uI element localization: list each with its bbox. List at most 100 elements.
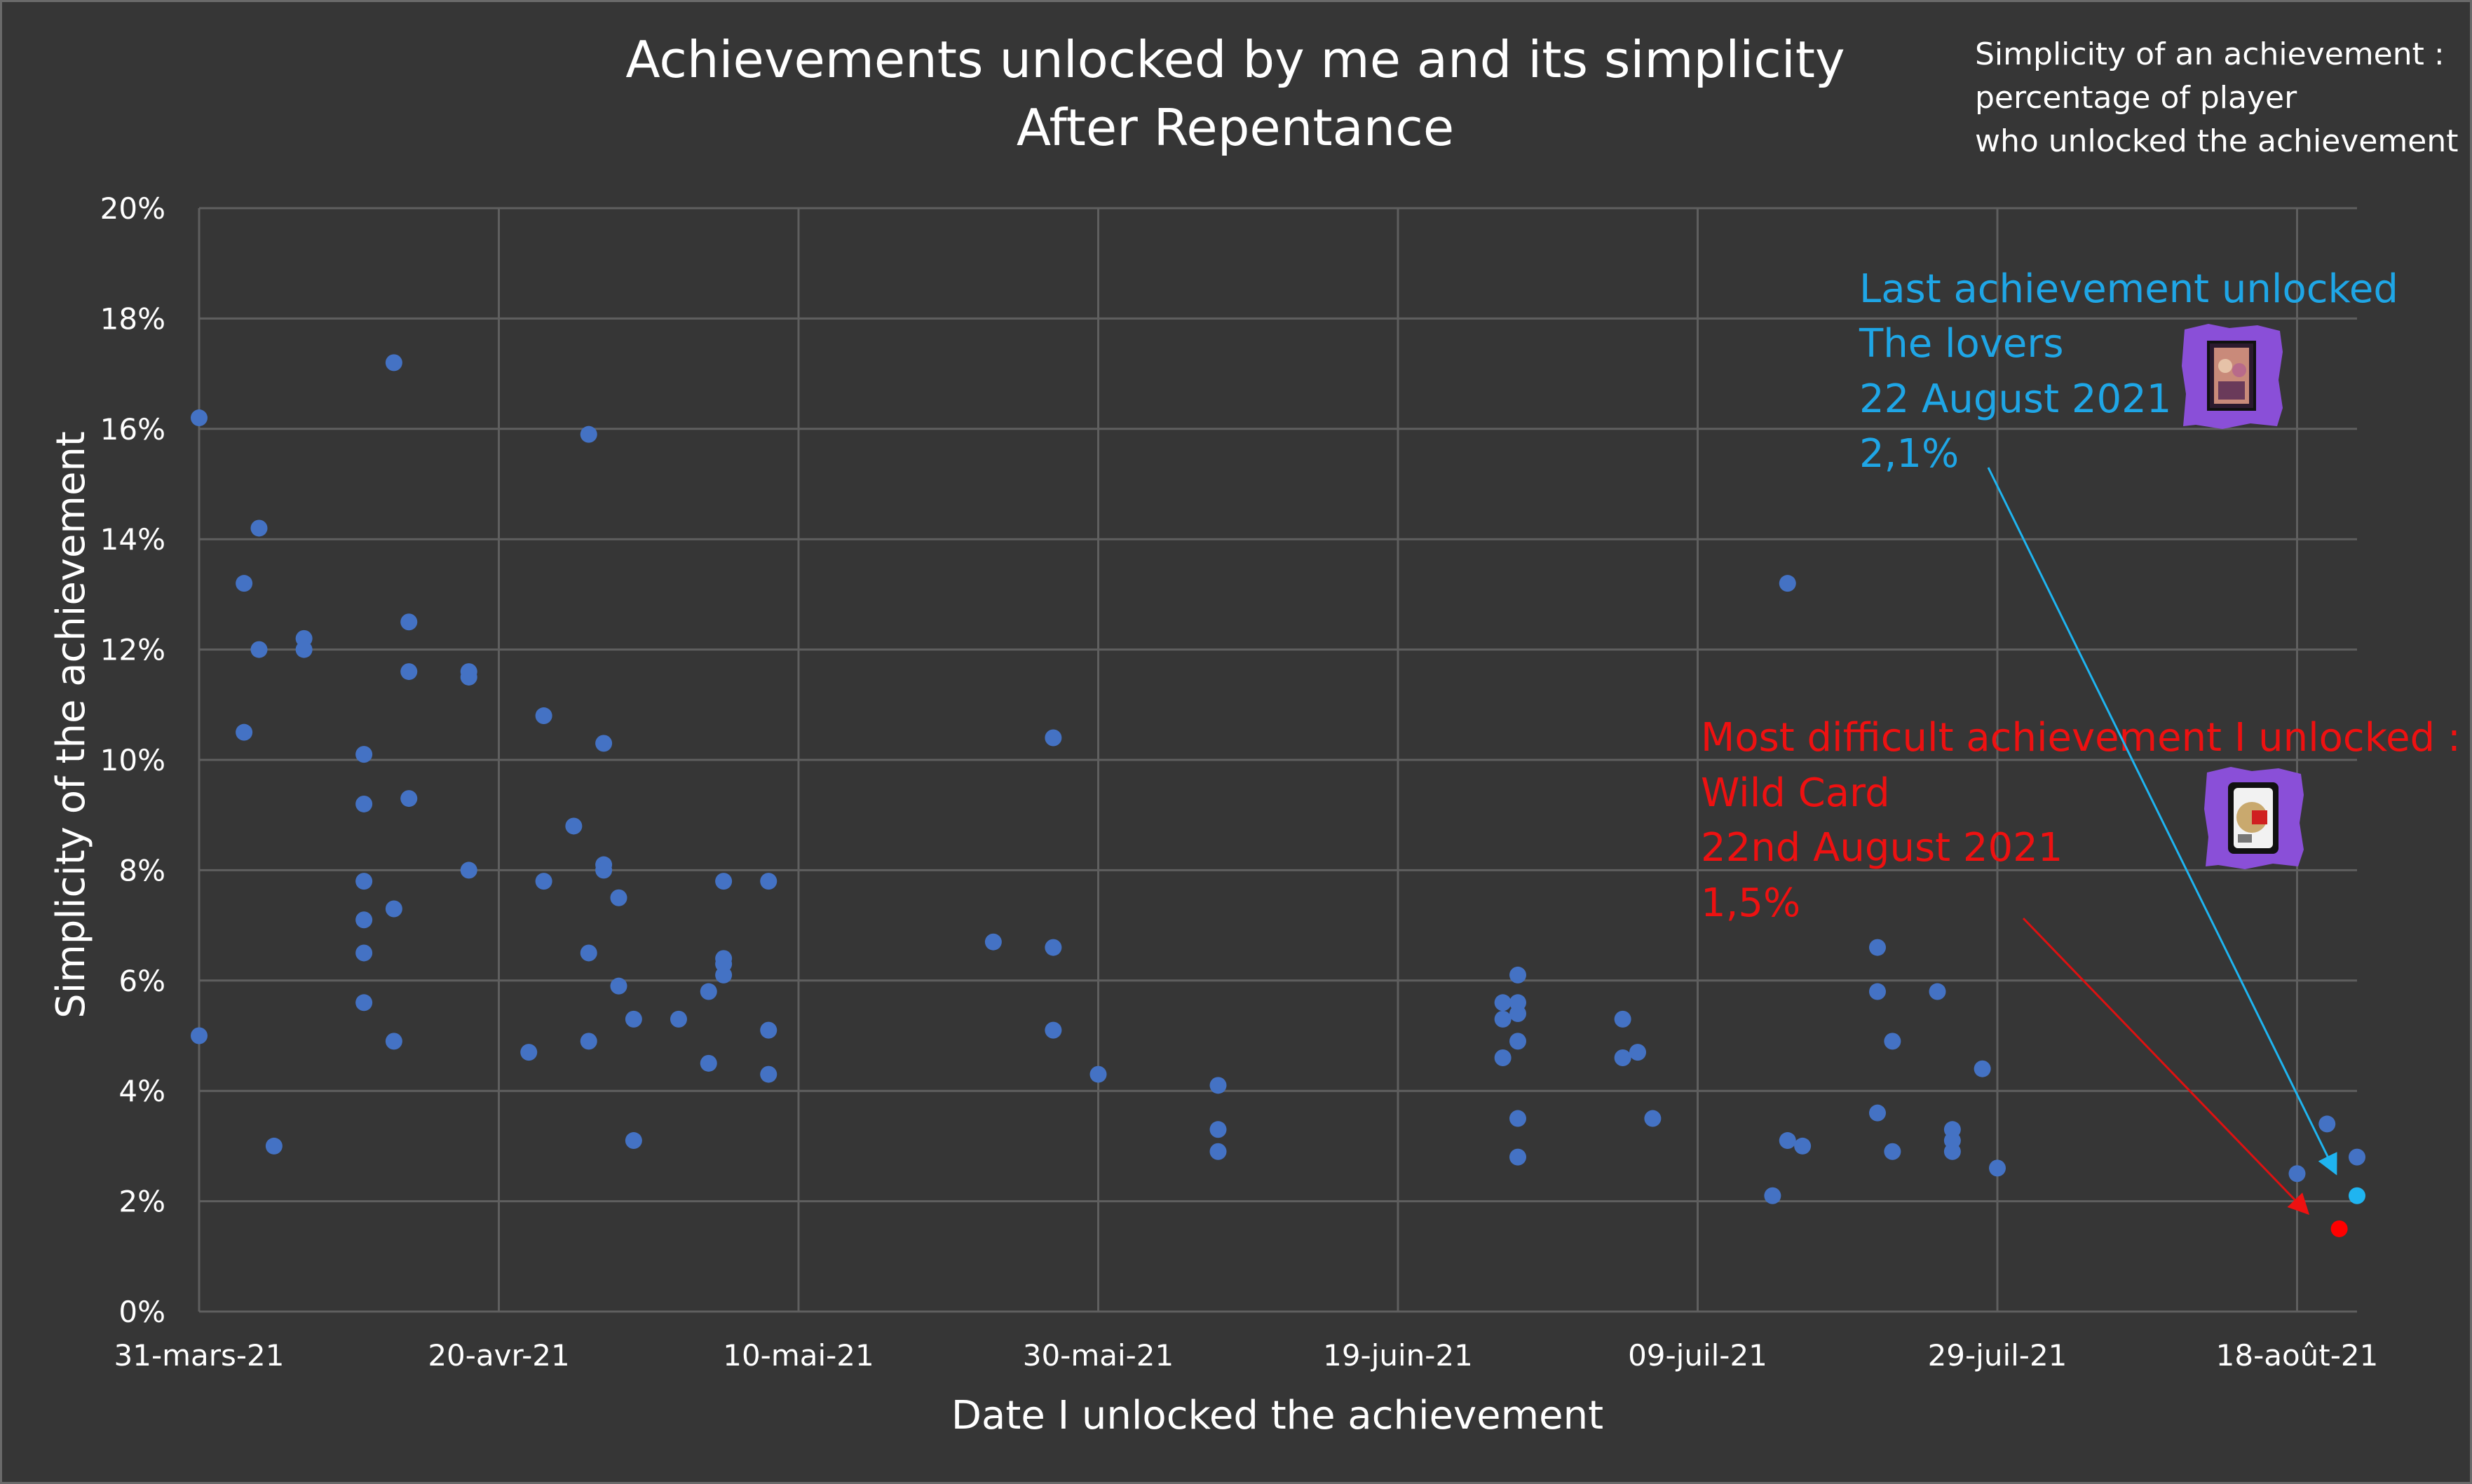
data-point bbox=[355, 994, 373, 1012]
last-annotation-line-2: The lovers bbox=[1859, 321, 2064, 367]
x-tick-labels: 31-mars-21 20-avr-21 10-mai-21 30-mai-21 19-… bbox=[114, 1338, 2379, 1373]
data-point bbox=[460, 668, 477, 686]
data-point bbox=[355, 911, 373, 929]
last-annotation-arrow bbox=[1987, 467, 2337, 1176]
hardest-annotation-line-4: 1,5% bbox=[1701, 880, 1800, 926]
data-point bbox=[1764, 1187, 1781, 1204]
hardest-annotation-line-2: Wild Card bbox=[1701, 770, 1890, 816]
data-point bbox=[715, 966, 733, 983]
data-point bbox=[1644, 1110, 1662, 1127]
data-point bbox=[1989, 1159, 2006, 1177]
data-points bbox=[191, 354, 2365, 1204]
data-point bbox=[1209, 1143, 1227, 1160]
wild-card-icon bbox=[2204, 767, 2304, 869]
data-point bbox=[520, 1044, 538, 1061]
data-point bbox=[1974, 1060, 1991, 1077]
data-point bbox=[595, 735, 613, 752]
y-tick-label: 4% bbox=[118, 1074, 165, 1108]
data-point bbox=[2288, 1165, 2306, 1183]
data-point bbox=[625, 1010, 642, 1028]
data-point bbox=[1869, 939, 1886, 956]
x-tick-label: 29-juil-21 bbox=[1928, 1338, 2067, 1373]
data-point bbox=[595, 862, 613, 879]
data-point bbox=[355, 795, 373, 812]
data-point bbox=[1494, 994, 1512, 1012]
data-point bbox=[1943, 1143, 1961, 1160]
data-point bbox=[191, 1027, 208, 1044]
data-point bbox=[700, 983, 717, 1000]
data-point bbox=[355, 873, 373, 890]
data-point bbox=[400, 663, 418, 681]
data-point bbox=[670, 1010, 687, 1028]
data-point bbox=[1869, 983, 1886, 1000]
last-annotation-line-1: Last achievement unlocked bbox=[1859, 266, 2398, 312]
data-point bbox=[250, 641, 268, 658]
data-point bbox=[236, 575, 253, 592]
x-tick-label: 09-juil-21 bbox=[1628, 1338, 1767, 1373]
data-point bbox=[565, 817, 583, 835]
data-point bbox=[1509, 1005, 1526, 1023]
data-point bbox=[1779, 1132, 1796, 1150]
y-tick-label: 18% bbox=[100, 301, 165, 336]
y-tick-label: 12% bbox=[100, 633, 165, 667]
lovers-card-icon bbox=[2182, 324, 2283, 429]
y-axis-title: Simplicity of the achievement bbox=[48, 431, 94, 1019]
data-point bbox=[1794, 1137, 1812, 1155]
y-tick-label: 8% bbox=[118, 853, 165, 887]
data-point bbox=[400, 613, 418, 631]
data-point bbox=[385, 900, 402, 918]
chart-title: Achievements unlocked by me and its simp… bbox=[625, 30, 1845, 89]
data-point bbox=[385, 1033, 402, 1050]
data-point bbox=[1869, 1104, 1886, 1122]
data-point bbox=[191, 409, 208, 427]
data-point bbox=[1209, 1077, 1227, 1094]
x-tick-label: 20-avr-21 bbox=[428, 1338, 569, 1373]
hardest-annotation-arrow bbox=[2022, 917, 2310, 1216]
hardest-achievement-point bbox=[2330, 1220, 2348, 1237]
data-point bbox=[250, 519, 268, 537]
hardest-annotation-line-1: Most difficult achievement I unlocked : bbox=[1701, 715, 2461, 761]
y-tick-label: 10% bbox=[100, 743, 165, 777]
data-point bbox=[355, 944, 373, 962]
simplicity-note-line-1: Simplicity of an achievement : bbox=[1975, 36, 2445, 72]
x-tick-label: 30-mai-21 bbox=[1023, 1338, 1174, 1373]
data-point bbox=[295, 641, 313, 658]
chart-subtitle: After Repentance bbox=[1017, 98, 1454, 157]
x-tick-label: 10-mai-21 bbox=[723, 1338, 874, 1373]
y-tick-label: 16% bbox=[100, 412, 165, 447]
x-axis-title: Date I unlocked the achievement bbox=[951, 1393, 1603, 1438]
data-point bbox=[1494, 1049, 1512, 1066]
data-point bbox=[1089, 1066, 1107, 1083]
data-point bbox=[1779, 575, 1796, 592]
data-point bbox=[1509, 966, 1526, 983]
data-point bbox=[984, 933, 1002, 951]
x-tick-label: 31-mars-21 bbox=[114, 1338, 285, 1373]
data-point bbox=[1494, 1010, 1512, 1028]
data-point bbox=[625, 1132, 642, 1150]
data-point bbox=[1629, 1044, 1646, 1061]
data-point bbox=[2349, 1148, 2365, 1166]
last-annotation-line-3: 22 August 2021 bbox=[1859, 376, 2171, 422]
last-achievement-point bbox=[2349, 1187, 2365, 1204]
x-tick-label: 18-août-21 bbox=[2216, 1338, 2379, 1373]
y-tick-label: 2% bbox=[118, 1185, 165, 1219]
data-point bbox=[1884, 1143, 1901, 1160]
data-point bbox=[760, 1021, 777, 1039]
data-point bbox=[580, 1033, 597, 1050]
grid-vertical bbox=[198, 208, 2298, 1312]
simplicity-note-line-3: who unlocked the achievement bbox=[1975, 123, 2459, 159]
y-tick-label: 20% bbox=[100, 191, 165, 226]
data-point bbox=[385, 354, 402, 372]
data-point bbox=[580, 426, 597, 443]
data-point bbox=[715, 873, 733, 890]
data-point bbox=[1045, 1021, 1062, 1039]
data-point bbox=[700, 1054, 717, 1072]
data-point bbox=[1509, 1148, 1526, 1166]
x-tick-label: 19-juin-21 bbox=[1323, 1338, 1473, 1373]
y-tick-labels: 0% 2% 4% 6% 8% 10% 12% 14% 16% 18% 20% bbox=[100, 191, 165, 1329]
simplicity-note-line-2: percentage of player bbox=[1975, 80, 2297, 116]
data-point bbox=[1614, 1010, 1631, 1028]
y-tick-label: 0% bbox=[118, 1295, 165, 1329]
